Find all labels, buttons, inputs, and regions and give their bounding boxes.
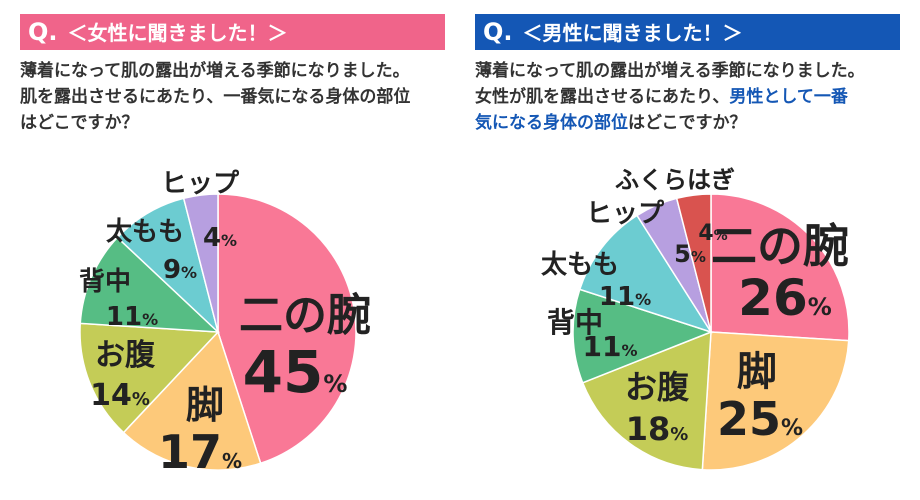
pie-slice xyxy=(572,288,714,384)
slice-unit: % xyxy=(323,370,347,398)
pie-slices xyxy=(572,193,850,471)
men-header-title: ＜男性に聞きました！＞ xyxy=(522,21,743,45)
pie-slice xyxy=(217,193,357,465)
pie-slice xyxy=(182,193,219,333)
pie-slice xyxy=(122,330,262,471)
slice-unit: % xyxy=(714,228,728,244)
question-line: 気になる身体の部位はどこですか？ xyxy=(475,110,905,136)
pie-slice xyxy=(79,236,221,333)
pie-slice xyxy=(675,193,712,333)
q-mark: Q. xyxy=(28,18,58,46)
question-line: 薄着になって肌の露出が増える季節になりました。 xyxy=(475,61,865,81)
slice-label: 脚 xyxy=(186,383,224,427)
pie-slice xyxy=(710,193,850,342)
women-question: 薄着になって肌の露出が増える季節になりました。 肌を露出させるにあたり、一番気に… xyxy=(20,58,450,136)
slice-label: 脚 xyxy=(737,349,777,395)
slice-unit: % xyxy=(181,263,197,282)
pie-slices xyxy=(79,193,357,471)
slice-unit: % xyxy=(781,416,803,441)
pie-slice xyxy=(578,214,713,334)
men-panel: Q. ＜男性に聞きました！＞ 薄着になって肌の露出が増える季節になりました。 女性… xyxy=(475,0,915,500)
slice-unit: % xyxy=(691,248,706,266)
slice-label: 太もも xyxy=(106,217,184,247)
women-header-title: ＜女性に聞きました！＞ xyxy=(67,21,288,45)
slice-unit: % xyxy=(142,310,158,329)
slice-label: 背中 xyxy=(547,306,603,339)
slice-label: 二の腕 xyxy=(711,219,849,273)
slice-unit: % xyxy=(670,424,688,445)
men-question: 薄着になって肌の露出が増える季節になりました。 女性が肌を露出させるにあたり、男… xyxy=(475,58,905,136)
slice-label: お腹 xyxy=(95,338,156,373)
question-line: 薄着になって肌の露出が増える季節になりました。 xyxy=(20,61,410,81)
slice-label: ふくらはぎ xyxy=(615,166,735,194)
question-highlight: 男性として一番 xyxy=(729,87,848,107)
q-mark: Q. xyxy=(483,18,513,46)
question-line: はどこですか？ xyxy=(20,113,139,133)
question-text: 女性が肌を露出させるにあたり、 xyxy=(475,87,730,107)
slice-unit: % xyxy=(808,293,832,321)
question-line: 女性が肌を露出させるにあたり、男性として一番 xyxy=(475,84,905,110)
slice-label: 太もも xyxy=(541,250,619,280)
men-header-bar: Q. ＜男性に聞きました！＞ xyxy=(475,14,900,50)
slice-unit: % xyxy=(222,449,242,473)
slice-label: ヒップ xyxy=(586,199,665,229)
slice-label: お腹 xyxy=(625,368,690,406)
question-highlight: 気になる身体の部位 xyxy=(475,113,628,133)
slice-label: 二の腕 xyxy=(239,290,371,341)
women-panel: Q. ＜女性に聞きました！＞ 薄着になって肌の露出が増える季節になりました。 肌を… xyxy=(20,0,460,500)
pie-slice xyxy=(581,330,712,471)
question-line: 肌を露出させるにあたり、一番気になる身体の部位 xyxy=(20,87,411,107)
question-text: はどこですか？ xyxy=(628,113,747,133)
slice-unit: % xyxy=(635,290,651,309)
pie-slice xyxy=(79,322,220,434)
women-header-bar: Q. ＜女性に聞きました！＞ xyxy=(20,14,445,50)
slice-unit: % xyxy=(621,341,637,360)
slice-label: 背中 xyxy=(79,267,131,297)
slice-unit: % xyxy=(132,389,150,410)
pie-slice xyxy=(701,331,850,471)
slice-unit: % xyxy=(221,231,237,250)
slice-label: ヒップ xyxy=(161,169,240,199)
